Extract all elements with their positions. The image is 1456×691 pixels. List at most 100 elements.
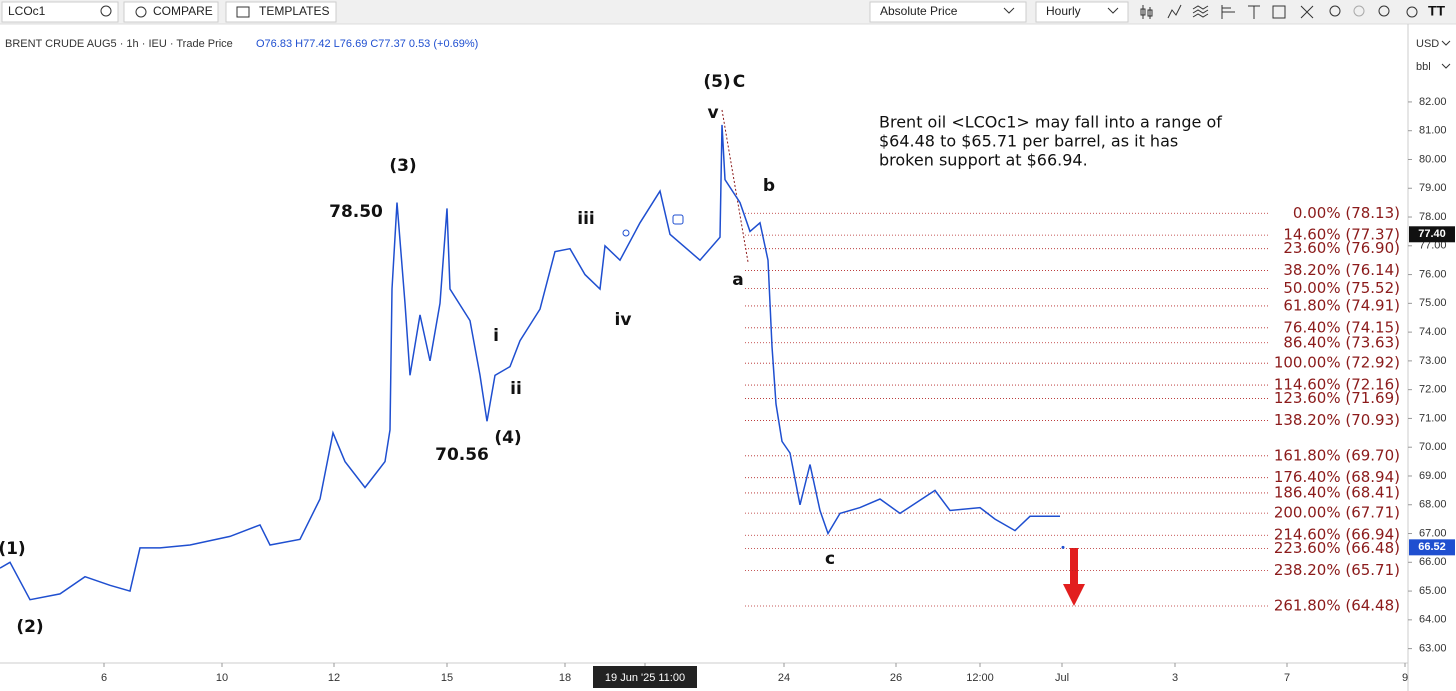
- tool-icons[interactable]: [1140, 4, 1418, 19]
- wave-label: iv: [615, 310, 632, 330]
- price-mode: Absolute Price: [880, 4, 958, 18]
- chevron: [1107, 7, 1119, 14]
- y-tick-label: 81.00: [1419, 125, 1447, 137]
- wave-label: (4): [494, 428, 521, 448]
- y-tick-label: 80.00: [1419, 153, 1447, 165]
- x-tick-label: 19 Jun '25 11:00: [605, 672, 685, 684]
- compare-label: COMPARE: [153, 4, 213, 18]
- x-tick-label: 15: [441, 672, 453, 684]
- interval-select[interactable]: [1035, 1, 1129, 23]
- chart-header: BRENT CRUDE AUG5 · 1h · IEU · Trade Pric…: [5, 38, 233, 50]
- y-tick-label: 70.00: [1419, 441, 1447, 453]
- y-tick-label: 74.00: [1419, 326, 1447, 338]
- marker: [622, 229, 630, 237]
- wave-label: 78.50: [329, 202, 383, 222]
- y-tick-label: 77.00: [1419, 240, 1447, 252]
- fib-label: 23.60% (76.90): [1283, 239, 1400, 257]
- price-mode-select[interactable]: [869, 1, 1027, 23]
- x-tick-label: 10: [216, 672, 228, 684]
- wave-label: a: [732, 270, 743, 290]
- fib-label: 14.60% (77.37): [1283, 226, 1400, 244]
- wave-label: (3): [389, 156, 416, 176]
- y-tick-label: 79.00: [1419, 182, 1447, 194]
- x-tick-label: 9: [1402, 672, 1408, 684]
- price-tag-label: 77.40: [1418, 228, 1446, 240]
- crosshair-date-bg: [593, 666, 697, 688]
- x-tick-label: 18: [559, 672, 571, 684]
- fib-label: 223.60% (66.48): [1274, 539, 1400, 557]
- y-tick-label: 82.00: [1419, 96, 1447, 108]
- unit: bbl: [1416, 61, 1431, 73]
- y-tick-label: 72.00: [1419, 384, 1447, 396]
- annotation: broken support at $66.94.: [879, 151, 1088, 170]
- templates-button[interactable]: [225, 1, 337, 23]
- x-tick-label: 3: [1172, 672, 1178, 684]
- y-tick-label: 66.00: [1419, 556, 1447, 568]
- x-tick-label: 26: [890, 672, 902, 684]
- fib-label: 214.60% (66.94): [1274, 526, 1400, 544]
- y-tick-label: 69.00: [1419, 470, 1447, 482]
- wave-label: ii: [510, 379, 522, 399]
- wave-label: (1): [0, 539, 26, 559]
- fib-label: 76.40% (74.15): [1283, 318, 1400, 336]
- x-tick-label: 24: [778, 672, 790, 684]
- y-tick-label: 71.00: [1419, 412, 1447, 424]
- fib-label: 186.40% (68.41): [1274, 483, 1400, 501]
- y-tick-label: 78.00: [1419, 211, 1447, 223]
- fib-label: 114.60% (72.16): [1274, 376, 1400, 394]
- search-icon[interactable]: [100, 5, 112, 17]
- price-tag-label: 66.52: [1418, 541, 1446, 553]
- symbol: LCOc1: [8, 4, 46, 18]
- fib-label: 38.20% (76.14): [1283, 261, 1400, 279]
- fib-label: 176.40% (68.94): [1274, 468, 1400, 486]
- y-tick-label: 73.00: [1419, 355, 1447, 367]
- price-tag: [1409, 539, 1455, 556]
- symbol-box[interactable]: [1, 1, 119, 23]
- logo: TT: [1428, 3, 1446, 19]
- folder-icon: [236, 6, 250, 18]
- x-tick-label: Jul: [1055, 672, 1069, 684]
- wave-label: v: [707, 103, 718, 123]
- wave-label: (5): [703, 72, 730, 92]
- down-arrow: [1063, 548, 1085, 606]
- annotation: Brent oil <LCOc1> may fall into a range …: [879, 113, 1222, 132]
- trend-line: [721, 109, 749, 263]
- fib-label: 86.40% (73.63): [1283, 333, 1400, 351]
- price-tag: [1409, 226, 1455, 243]
- chevron: [1003, 7, 1015, 14]
- marker: [672, 214, 684, 225]
- y-tick-label: 63.00: [1419, 643, 1447, 655]
- wave-label: (2): [16, 617, 43, 637]
- fib-label: 200.00% (67.71): [1274, 504, 1400, 522]
- wave-label: iii: [577, 209, 594, 229]
- currency: USD: [1416, 38, 1439, 50]
- fib-label: 261.80% (64.48): [1274, 597, 1400, 615]
- x-tick-label: 7: [1284, 672, 1290, 684]
- y-tick-label: 65.00: [1419, 585, 1447, 597]
- fib-label: 0.00% (78.13): [1293, 204, 1400, 222]
- x-tick-label: 12: [328, 672, 340, 684]
- wave-label: c: [825, 549, 835, 569]
- fib-label: 238.20% (65.71): [1274, 561, 1400, 579]
- plus-icon: [135, 6, 147, 18]
- fib-label: 161.80% (69.70): [1274, 446, 1400, 464]
- wave-label: b: [763, 176, 775, 196]
- fib-label: 50.00% (75.52): [1283, 279, 1400, 297]
- y-tick-label: 67.00: [1419, 527, 1447, 539]
- x-tick-label: 6: [101, 672, 107, 684]
- interval: Hourly: [1046, 4, 1081, 18]
- y-tick-label: 68.00: [1419, 499, 1447, 511]
- price-line: [0, 124, 1060, 601]
- compare-button[interactable]: [123, 1, 219, 23]
- wave-label: C: [733, 72, 745, 92]
- y-tick-label: 64.00: [1419, 614, 1447, 626]
- annotation: $64.48 to $65.71 per barrel, as it has: [879, 132, 1178, 151]
- chevrons: [1441, 40, 1451, 69]
- fib-label: 138.20% (70.93): [1274, 411, 1400, 429]
- y-tick-label: 76.00: [1419, 268, 1447, 280]
- templates-label: TEMPLATES: [259, 4, 329, 18]
- ohlc: O76.83 H77.42 L76.69 C77.37 0.53 (+0.69%…: [256, 38, 478, 50]
- fib-label: 61.80% (74.91): [1283, 296, 1400, 314]
